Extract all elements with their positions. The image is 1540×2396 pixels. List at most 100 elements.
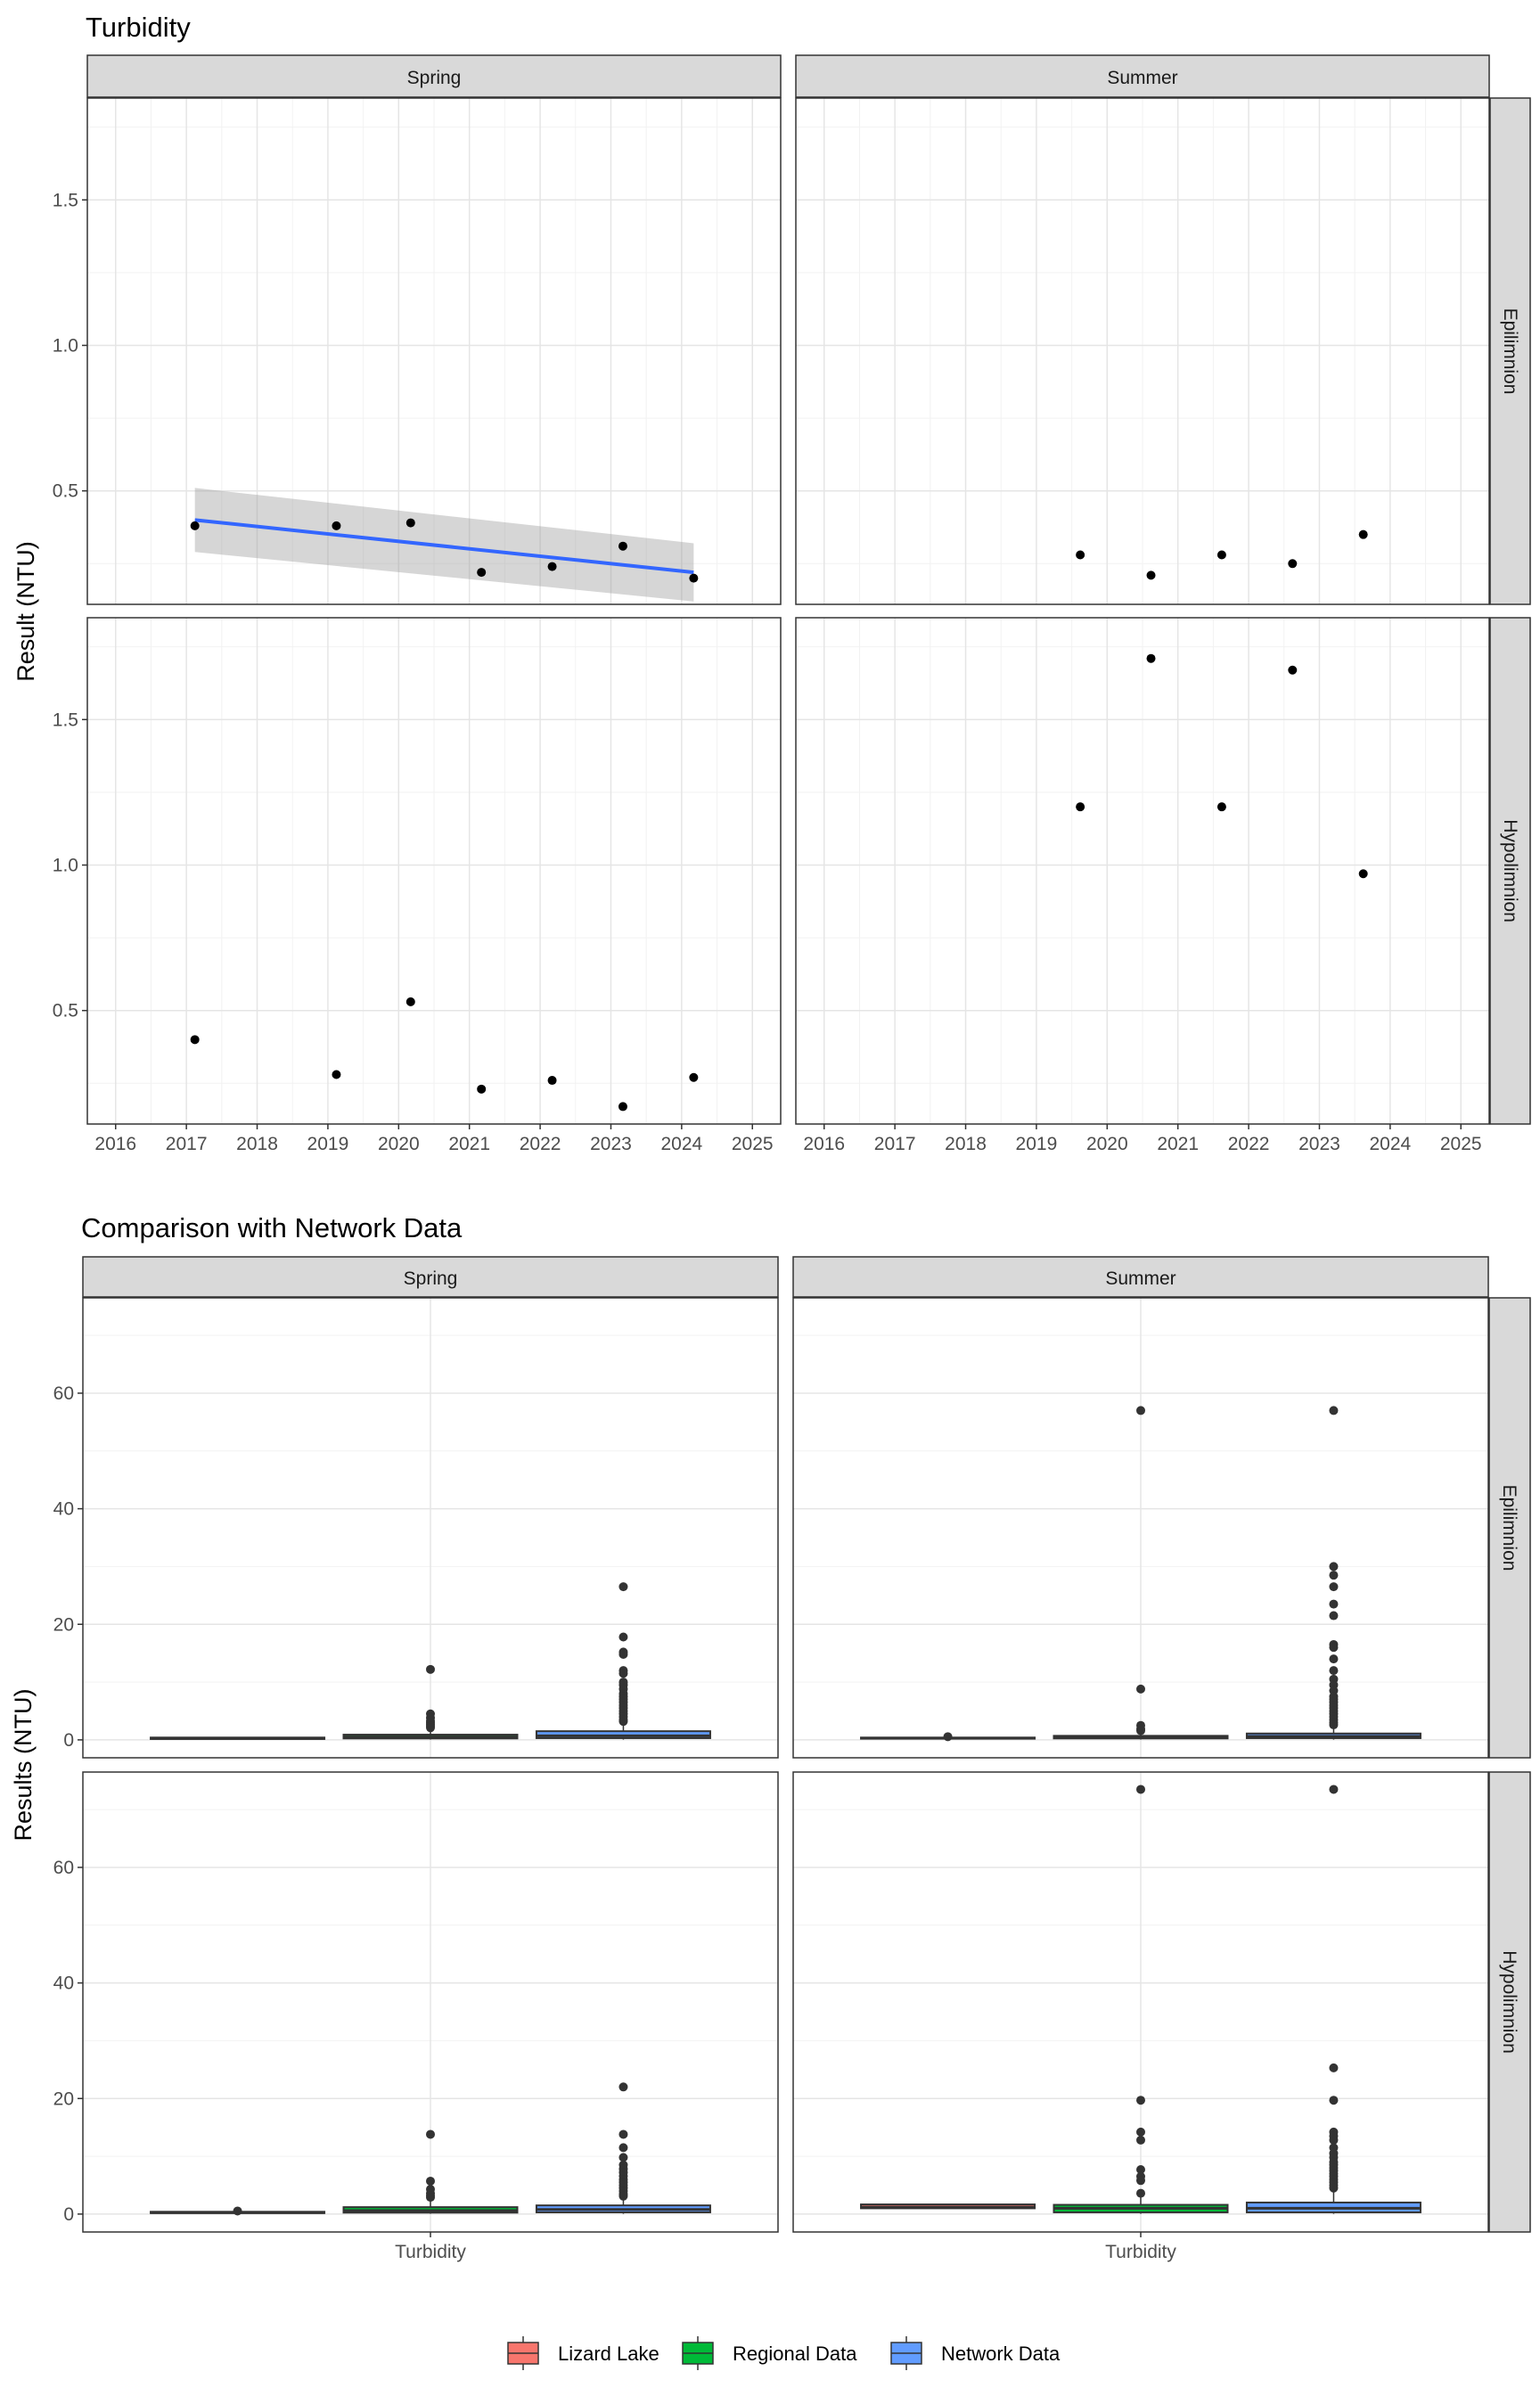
data-point bbox=[405, 997, 415, 1006]
x-tick-label: 2016 bbox=[94, 1134, 136, 1154]
legend: Lizard Lake Regional Data Network Data bbox=[507, 2336, 1061, 2370]
panel-border bbox=[792, 1297, 1489, 1759]
y-tick-label: 60 bbox=[53, 1858, 74, 1878]
data-point bbox=[618, 1102, 627, 1112]
outlier-point bbox=[1329, 1406, 1339, 1415]
x-tick-label: 2017 bbox=[166, 1134, 208, 1154]
data-point bbox=[1288, 559, 1298, 569]
y-axis-label: Result (NTU) bbox=[12, 541, 39, 682]
box-regional-data bbox=[1053, 1406, 1229, 1740]
x-tick-label: Turbidity bbox=[395, 2242, 466, 2262]
box-panel-spring-epilimnion: 0 20 40 60 bbox=[53, 1297, 779, 1759]
outlier-point bbox=[233, 2206, 242, 2216]
outlier-point bbox=[1329, 1785, 1339, 1794]
x-tick-label: 2021 bbox=[448, 1134, 490, 1154]
data-point bbox=[477, 1084, 487, 1094]
y-tick-label: 40 bbox=[53, 1973, 74, 1994]
panel-summer-epilimnion bbox=[795, 97, 1490, 605]
legend-label: Network Data bbox=[941, 2343, 1061, 2365]
chart-title: Turbidity bbox=[86, 12, 191, 43]
outlier-point bbox=[1136, 1726, 1145, 1735]
outlier-point bbox=[618, 2082, 628, 2092]
panel-spring-epilimnion: 0.5 1.0 1.5 bbox=[53, 97, 782, 605]
strip-summer-2 bbox=[792, 1256, 1489, 1298]
outlier-point bbox=[618, 1717, 628, 1727]
outlier-point bbox=[1136, 1684, 1145, 1694]
strip-label-epilimnion-2: Epilimnion bbox=[1499, 1485, 1520, 1571]
outlier-point bbox=[618, 2143, 628, 2153]
y-tick-label: 40 bbox=[53, 1499, 74, 1520]
x-tick-label: 2022 bbox=[1228, 1134, 1270, 1154]
legend-item-lizard-lake: Lizard Lake bbox=[507, 2336, 659, 2370]
outlier-point bbox=[1136, 1785, 1145, 1794]
outlier-point bbox=[943, 1732, 953, 1742]
x-tick-label: 2018 bbox=[236, 1134, 278, 1154]
box-regional-data bbox=[1053, 1785, 1229, 2214]
panel-spring-hypolimnion: 0.5 1.0 1.5 2016 2017 2018 2019 2020 2021 2022 202… bbox=[53, 617, 782, 1154]
outlier-point bbox=[618, 1632, 628, 1642]
data-point bbox=[689, 1072, 699, 1082]
y-tick-label: 1.5 bbox=[53, 190, 78, 210]
y-tick-label: 60 bbox=[53, 1383, 74, 1404]
box-lizard-lake bbox=[150, 2206, 326, 2216]
x-tick-label: 2016 bbox=[803, 1134, 845, 1154]
data-point bbox=[405, 518, 415, 528]
y-tick-label: 0 bbox=[63, 1730, 74, 1751]
strip-hypolimnion bbox=[1489, 617, 1531, 1125]
box-panel-summer-epilimnion bbox=[792, 1297, 1489, 1759]
outlier-point bbox=[1329, 1599, 1339, 1609]
outlier-point bbox=[1329, 2135, 1339, 2145]
box-regional-data bbox=[342, 1664, 519, 1740]
outlier-point bbox=[1136, 2127, 1145, 2137]
outlier-point bbox=[618, 2153, 628, 2162]
x-tick-label: 2022 bbox=[520, 1134, 561, 1154]
data-point bbox=[1288, 665, 1298, 675]
outlier-point bbox=[1329, 1562, 1339, 1571]
strip-epilimnion-2 bbox=[1488, 1297, 1531, 1759]
outlier-point bbox=[1136, 2135, 1145, 2145]
x-tick-label: 2023 bbox=[1298, 1134, 1340, 1154]
outlier-point bbox=[1329, 2096, 1339, 2105]
y-tick-label: 0.5 bbox=[53, 1001, 78, 1022]
x-tick-label: 2023 bbox=[590, 1134, 632, 1154]
strip-label-hypolimnion: Hypolimnion bbox=[1500, 819, 1520, 923]
outlier-point bbox=[1329, 1666, 1339, 1676]
data-point bbox=[332, 521, 341, 530]
outlier-point bbox=[1329, 2183, 1339, 2193]
outlier-point bbox=[618, 2129, 628, 2139]
outlier-point bbox=[1329, 1611, 1339, 1621]
outlier-point bbox=[618, 1582, 628, 1592]
outlier-point bbox=[1136, 1406, 1145, 1415]
data-point bbox=[1216, 802, 1226, 812]
outlier-point bbox=[426, 1664, 435, 1674]
data-point bbox=[689, 573, 699, 583]
panel-border bbox=[795, 617, 1490, 1125]
strip-summer bbox=[795, 54, 1490, 98]
y-tick-label: 1.0 bbox=[53, 855, 78, 875]
strip-label-summer: Summer bbox=[1107, 68, 1177, 88]
outlier-point bbox=[426, 1723, 435, 1733]
panel-summer-hypolimnion: 2016 2017 2018 2019 2020 2021 2022 2023 2024 2025 bbox=[795, 617, 1490, 1154]
outlier-point bbox=[618, 1669, 628, 1678]
panel-border bbox=[86, 617, 782, 1125]
outlier-point bbox=[618, 2191, 628, 2201]
strip-label-hypolimnion-2: Hypolimnion bbox=[1499, 1950, 1520, 2054]
data-point bbox=[547, 1076, 557, 1086]
data-point bbox=[332, 1070, 341, 1079]
x-tick-label: 2020 bbox=[1086, 1134, 1128, 1154]
outlier-point bbox=[1329, 2063, 1339, 2072]
legend-label: Regional Data bbox=[733, 2343, 857, 2365]
strip-label-epilimnion: Epilimnion bbox=[1500, 308, 1520, 395]
trend-line bbox=[194, 518, 694, 575]
strip-spring bbox=[86, 54, 782, 98]
chart-title-2: Comparison with Network Data bbox=[81, 1212, 463, 1243]
x-tick-label: 2019 bbox=[1016, 1134, 1058, 1154]
x-tick-label: Turbidity bbox=[1105, 2242, 1176, 2262]
outlier-point bbox=[1136, 2164, 1145, 2174]
data-point bbox=[1358, 529, 1368, 539]
x-tick-label: 2025 bbox=[732, 1134, 774, 1154]
x-tick-label: 2025 bbox=[1440, 1134, 1482, 1154]
legend-item-regional-data: Regional Data bbox=[682, 2336, 857, 2370]
box-lizard-lake bbox=[860, 1732, 1036, 1742]
